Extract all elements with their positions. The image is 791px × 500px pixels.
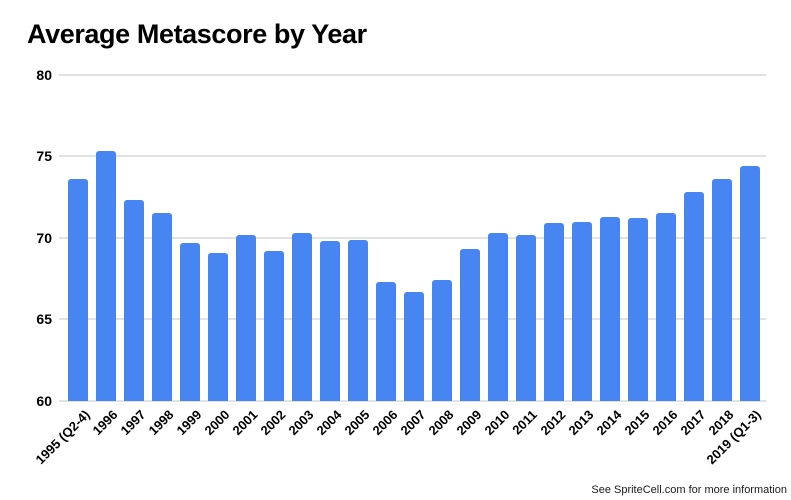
- y-axis-tick-label: 65: [36, 311, 52, 328]
- x-axis-tick-label: 1999: [173, 407, 205, 439]
- x-axis-tick-label: 2007: [397, 407, 429, 439]
- bar-2014[interactable]: [599, 216, 620, 401]
- bar-2016[interactable]: [655, 213, 676, 401]
- x-axis-tick-label: 1996: [89, 407, 121, 439]
- bar-2007[interactable]: [403, 291, 424, 401]
- bar-1996[interactable]: [95, 151, 116, 401]
- x-axis-tick-label: 2016: [649, 407, 681, 439]
- bar-2006[interactable]: [375, 281, 396, 401]
- bar-1997[interactable]: [123, 200, 144, 401]
- bar-2015[interactable]: [627, 218, 648, 401]
- y-axis-tick-label: 70: [36, 229, 52, 246]
- bar-201913[interactable]: [739, 166, 760, 401]
- x-axis-tick-label: 2005: [341, 407, 373, 439]
- gridline: [59, 73, 766, 76]
- bar-2017[interactable]: [683, 192, 704, 401]
- x-axis-tick-label: 2004: [313, 407, 345, 439]
- bar-2003[interactable]: [291, 233, 312, 401]
- bar-2008[interactable]: [431, 280, 452, 401]
- y-axis-tick-label: 75: [36, 148, 52, 165]
- bar-2010[interactable]: [487, 233, 508, 401]
- x-axis-tick-label: 2003: [285, 407, 317, 439]
- x-axis-tick-label: 1995 (Q2-4): [32, 407, 93, 468]
- x-axis-tick-label: 2010: [481, 407, 513, 439]
- bar-2005[interactable]: [347, 239, 368, 401]
- y-axis-tick-label: 80: [36, 66, 52, 83]
- y-axis-tick-label: 60: [36, 393, 52, 409]
- x-axis-tick-label: 1997: [117, 407, 149, 439]
- gridline: [59, 400, 766, 402]
- bar-2018[interactable]: [711, 179, 732, 401]
- bar-2009[interactable]: [459, 249, 480, 401]
- bar-2002[interactable]: [263, 250, 284, 401]
- footer-credit: See SpriteCell.com for more information: [591, 484, 787, 496]
- chart-title: Average Metascore by Year: [27, 19, 367, 49]
- x-axis-tick-label: 2013: [565, 407, 597, 439]
- bar-2000[interactable]: [207, 252, 228, 401]
- x-axis-tick-label: 2011: [509, 407, 541, 438]
- x-axis-tick-label: 2008: [425, 407, 457, 439]
- bar-1999[interactable]: [179, 242, 200, 401]
- x-axis-tick-label: 2001: [229, 407, 261, 439]
- bar-2013[interactable]: [571, 221, 592, 401]
- x-axis-tick-label: 2012: [537, 407, 569, 439]
- x-axis-tick-label: 2017: [677, 407, 709, 439]
- x-axis-tick-label: 2014: [593, 407, 625, 439]
- bar-2011[interactable]: [515, 234, 536, 401]
- x-axis-tick-label: 2006: [369, 407, 401, 439]
- x-axis-tick-label: 2015: [621, 407, 653, 439]
- bar-2004[interactable]: [319, 241, 340, 401]
- bar-1998[interactable]: [151, 213, 172, 401]
- x-axis-tick-label: 2009: [453, 407, 485, 439]
- gridline: [59, 155, 766, 158]
- bar-2001[interactable]: [235, 234, 256, 401]
- x-axis-tick-label: 1998: [145, 407, 177, 439]
- x-axis-tick-label: 2002: [257, 407, 289, 439]
- gridline: [59, 236, 766, 239]
- bar-2012[interactable]: [543, 223, 564, 401]
- x-axis-tick-label: 2000: [201, 407, 233, 439]
- bar-199524[interactable]: [67, 179, 88, 401]
